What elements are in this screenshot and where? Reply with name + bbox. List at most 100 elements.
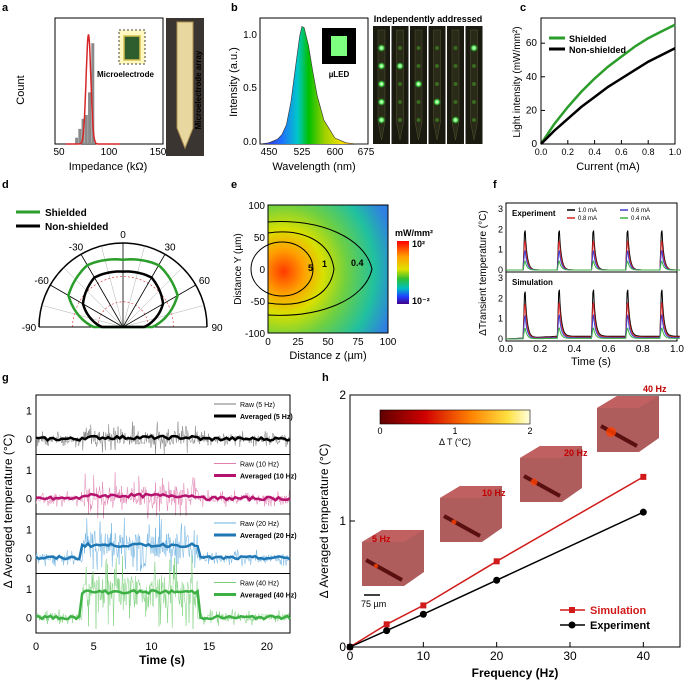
- y-tick-label: 100: [248, 201, 265, 212]
- simulation-point: [640, 473, 647, 480]
- x-axis-label: Frequency (Hz): [472, 666, 559, 680]
- x-tick-label: 0.6: [602, 344, 616, 355]
- thermal-cube: [520, 446, 582, 502]
- averaged-trace: [35, 588, 291, 621]
- led-spot: [435, 118, 439, 122]
- y-axis-label: Count: [15, 75, 27, 104]
- polar-spoke: [101, 245, 124, 328]
- x-tick-label: 15: [203, 641, 215, 653]
- x-tick-label: 0.0: [535, 147, 548, 157]
- angle-label: -30: [69, 242, 84, 253]
- x-tick-label: 0.8: [636, 344, 650, 355]
- led-spot: [469, 43, 479, 53]
- cube-label: 40 Hz: [643, 384, 667, 394]
- subplot-frame: [35, 573, 291, 634]
- x-tick-label: 50: [53, 147, 65, 158]
- contour-label: 5: [308, 263, 313, 273]
- x-tick-label: 10: [417, 649, 431, 663]
- photo-label: Microelectrode array: [194, 50, 203, 129]
- x-tick-label: 5: [91, 641, 97, 653]
- thermal-cubes: 5 Hz 10 Hz 20 Hz 40 Hz: [362, 384, 667, 586]
- panel-letter: b: [231, 2, 238, 14]
- panel-f: f Experiment Simulation 1.0 mA 0.8 mA 0.…: [478, 179, 684, 368]
- x-tick-label: 0.2: [562, 147, 575, 157]
- hot-spot: [451, 519, 457, 525]
- simulation-point: [420, 602, 427, 609]
- x-ticks: 0.0 0.2 0.4 0.6 0.8 1.0: [499, 344, 684, 355]
- panel-e: e 5 1 0.4 mW/mm² 10² 10⁻² Distance Y (µm…: [231, 179, 433, 362]
- colorbar: [397, 241, 409, 304]
- panel-letter: g: [2, 372, 9, 384]
- y-tick-label: 1: [339, 514, 346, 528]
- x-tick-label: 1.0: [670, 344, 684, 355]
- y-tick-label: 2: [339, 388, 346, 402]
- x-tick-label: 675: [358, 147, 375, 158]
- contour-5: [250, 241, 314, 297]
- cube-label: 5 Hz: [372, 534, 391, 544]
- x-tick-label: 600: [327, 147, 344, 158]
- averaged-trace: [35, 541, 291, 561]
- x-axis-label: Current (mA): [576, 161, 640, 173]
- y-tick-label: 0: [26, 612, 32, 624]
- x-tick-label: 20: [261, 641, 273, 653]
- led-spot: [453, 46, 458, 50]
- experiment-point: [493, 576, 501, 584]
- x-tick-label: 1.0: [669, 147, 682, 157]
- x-axis-label: Impedance (kΩ): [69, 161, 148, 173]
- x-tick-label: 450: [261, 147, 278, 158]
- angle-label: 30: [164, 242, 176, 253]
- scale-bar-label: 75 µm: [361, 599, 386, 609]
- contour-0.4: [267, 220, 373, 316]
- cube-label: 10 Hz: [482, 488, 506, 498]
- panel-c: c Shielded Non-shielded Light intensity …: [512, 2, 681, 173]
- led-spot: [435, 82, 439, 86]
- polar-grid: [38, 242, 208, 328]
- legend-marker: [568, 621, 576, 629]
- x-ticks: 50 100 150: [53, 147, 166, 158]
- inset-label: µLED: [329, 70, 350, 79]
- x-tick-label: 0.4: [567, 344, 581, 355]
- y-tick-label: 0: [531, 139, 537, 150]
- led-spot: [377, 61, 386, 71]
- panel-letter: e: [231, 179, 237, 191]
- x-tick-label: 50: [322, 337, 334, 348]
- legend-label: Shielded: [45, 208, 87, 219]
- panel-letter: d: [2, 179, 9, 191]
- raw-trace: [35, 472, 290, 520]
- legend-marker: [569, 607, 575, 613]
- photo-title: Independently addressed: [374, 14, 483, 24]
- x-tick-label: 0: [347, 649, 354, 663]
- y-tick-label: 20: [526, 105, 538, 116]
- gaussian-fit-line: [65, 34, 120, 145]
- non-shielded-polar-line: [81, 270, 165, 329]
- legend: 1.0 mA 0.8 mA 0.6 mA 0.4 mA: [567, 208, 650, 222]
- colorbar-min: 10⁻²: [412, 296, 430, 306]
- simulation-point: [493, 558, 500, 565]
- legend-label: Raw (20 Hz): [240, 521, 279, 528]
- y-tick-label: 50: [254, 233, 266, 244]
- y-tick-label: 0: [26, 493, 32, 505]
- electrode-pad: [123, 35, 141, 61]
- panel-b: b µLED Intensity (a.u.) 1.0 0.5 0.0 450 …: [228, 2, 483, 173]
- y-tick-label: 0: [339, 640, 346, 654]
- y-tick-label: 0: [498, 265, 503, 275]
- trace-0-6-mA: [506, 249, 680, 271]
- led-spot: [453, 64, 458, 68]
- y-ticks: 100 50 0 -50 -100: [245, 201, 265, 340]
- x-tick-label: 0.8: [642, 147, 655, 157]
- panel-a: a Microelectrode Count 50 100 150 Impeda…: [2, 2, 204, 173]
- thermal-cube: [362, 530, 424, 586]
- y-tick-label: -100: [245, 329, 265, 340]
- experiment-point: [383, 627, 391, 635]
- averaged-trace: [35, 434, 291, 442]
- polar-spoke: [50, 284, 124, 328]
- legend-label: 0.4 mA: [631, 216, 650, 222]
- y-tick-label: 40: [526, 72, 538, 83]
- contour-label: 0.4: [351, 258, 364, 268]
- x-tick-label: 100: [380, 337, 397, 348]
- histogram-bar: [91, 43, 95, 145]
- polar-spoke: [41, 305, 124, 328]
- panel-letter: a: [2, 2, 9, 14]
